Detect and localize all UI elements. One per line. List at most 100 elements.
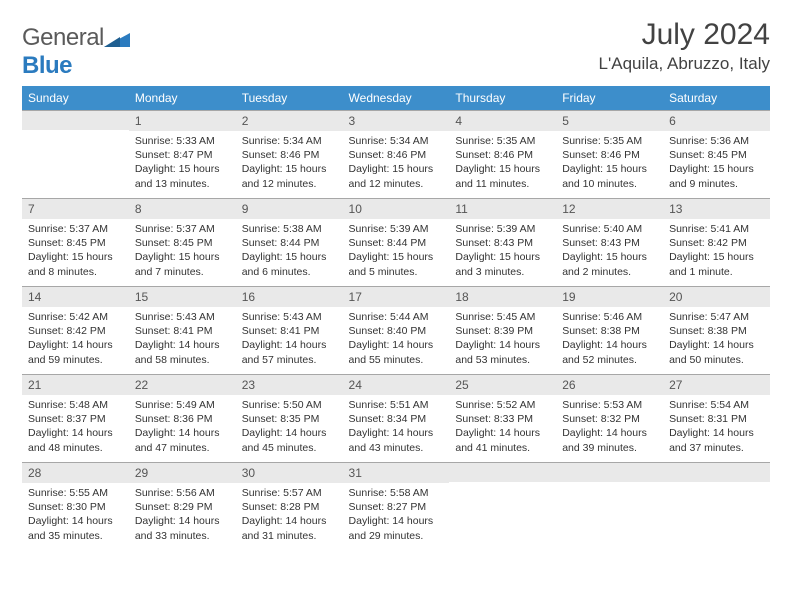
day-detail-line: and 43 minutes. <box>349 441 444 455</box>
day-detail-line: and 48 minutes. <box>28 441 123 455</box>
day-detail-line: and 12 minutes. <box>242 177 337 191</box>
day-detail-line: Sunrise: 5:51 AM <box>349 398 444 412</box>
weekday-header: Sunday <box>22 86 129 110</box>
weekday-header: Friday <box>556 86 663 110</box>
day-detail-line: Daylight: 14 hours <box>28 338 123 352</box>
weekday-header: Thursday <box>449 86 556 110</box>
calendar-cell: 28Sunrise: 5:55 AMSunset: 8:30 PMDayligh… <box>22 462 129 550</box>
calendar-cell: 9Sunrise: 5:38 AMSunset: 8:44 PMDaylight… <box>236 198 343 286</box>
day-detail-line: Sunset: 8:46 PM <box>455 148 550 162</box>
day-detail-line: Sunset: 8:44 PM <box>242 236 337 250</box>
day-detail-line: Sunrise: 5:34 AM <box>242 134 337 148</box>
day-detail-line: Daylight: 15 hours <box>455 162 550 176</box>
day-details: Sunrise: 5:43 AMSunset: 8:41 PMDaylight:… <box>129 307 236 373</box>
day-number <box>22 110 129 130</box>
day-detail-line: Sunset: 8:30 PM <box>28 500 123 514</box>
day-detail-line: and 50 minutes. <box>669 353 764 367</box>
calendar-head: SundayMondayTuesdayWednesdayThursdayFrid… <box>22 86 770 110</box>
day-detail-line: Daylight: 14 hours <box>669 426 764 440</box>
day-detail-line: Sunset: 8:46 PM <box>349 148 444 162</box>
day-detail-line: and 12 minutes. <box>349 177 444 191</box>
day-detail-line: Sunrise: 5:35 AM <box>562 134 657 148</box>
calendar-cell: 30Sunrise: 5:57 AMSunset: 8:28 PMDayligh… <box>236 462 343 550</box>
day-detail-line: Sunrise: 5:49 AM <box>135 398 230 412</box>
day-details: Sunrise: 5:35 AMSunset: 8:46 PMDaylight:… <box>556 131 663 197</box>
day-number: 20 <box>663 286 770 307</box>
calendar-cell: 13Sunrise: 5:41 AMSunset: 8:42 PMDayligh… <box>663 198 770 286</box>
calendar-cell: 29Sunrise: 5:56 AMSunset: 8:29 PMDayligh… <box>129 462 236 550</box>
day-detail-line: and 53 minutes. <box>455 353 550 367</box>
day-number: 23 <box>236 374 343 395</box>
day-detail-line: Sunrise: 5:40 AM <box>562 222 657 236</box>
day-detail-line: Daylight: 14 hours <box>562 426 657 440</box>
day-details: Sunrise: 5:43 AMSunset: 8:41 PMDaylight:… <box>236 307 343 373</box>
day-detail-line: Daylight: 14 hours <box>349 514 444 528</box>
day-detail-line: and 11 minutes. <box>455 177 550 191</box>
day-detail-line: and 31 minutes. <box>242 529 337 543</box>
day-details: Sunrise: 5:53 AMSunset: 8:32 PMDaylight:… <box>556 395 663 461</box>
calendar-week-row: 7Sunrise: 5:37 AMSunset: 8:45 PMDaylight… <box>22 198 770 286</box>
day-number: 31 <box>343 462 450 483</box>
calendar-week-row: 28Sunrise: 5:55 AMSunset: 8:30 PMDayligh… <box>22 462 770 550</box>
day-detail-line: Sunrise: 5:37 AM <box>135 222 230 236</box>
day-detail-line: Sunset: 8:31 PM <box>669 412 764 426</box>
day-number: 8 <box>129 198 236 219</box>
day-detail-line: Daylight: 14 hours <box>349 426 444 440</box>
day-detail-line: and 57 minutes. <box>242 353 337 367</box>
calendar-cell: 21Sunrise: 5:48 AMSunset: 8:37 PMDayligh… <box>22 374 129 462</box>
day-detail-line: Sunrise: 5:39 AM <box>455 222 550 236</box>
day-number: 11 <box>449 198 556 219</box>
day-detail-line: Daylight: 14 hours <box>135 338 230 352</box>
day-detail-line: Sunset: 8:27 PM <box>349 500 444 514</box>
day-detail-line: Sunrise: 5:54 AM <box>669 398 764 412</box>
day-detail-line: and 3 minutes. <box>455 265 550 279</box>
calendar-cell: 3Sunrise: 5:34 AMSunset: 8:46 PMDaylight… <box>343 110 450 198</box>
calendar-cell: 12Sunrise: 5:40 AMSunset: 8:43 PMDayligh… <box>556 198 663 286</box>
day-detail-line: and 35 minutes. <box>28 529 123 543</box>
calendar-body: 1Sunrise: 5:33 AMSunset: 8:47 PMDaylight… <box>22 110 770 550</box>
day-details: Sunrise: 5:39 AMSunset: 8:43 PMDaylight:… <box>449 219 556 285</box>
calendar-cell: 16Sunrise: 5:43 AMSunset: 8:41 PMDayligh… <box>236 286 343 374</box>
day-details: Sunrise: 5:47 AMSunset: 8:38 PMDaylight:… <box>663 307 770 373</box>
weekday-header: Monday <box>129 86 236 110</box>
day-details: Sunrise: 5:55 AMSunset: 8:30 PMDaylight:… <box>22 483 129 549</box>
calendar-cell: 10Sunrise: 5:39 AMSunset: 8:44 PMDayligh… <box>343 198 450 286</box>
day-number <box>663 462 770 482</box>
day-detail-line: Daylight: 15 hours <box>669 250 764 264</box>
day-details: Sunrise: 5:41 AMSunset: 8:42 PMDaylight:… <box>663 219 770 285</box>
day-details: Sunrise: 5:46 AMSunset: 8:38 PMDaylight:… <box>556 307 663 373</box>
day-details: Sunrise: 5:39 AMSunset: 8:44 PMDaylight:… <box>343 219 450 285</box>
brand-text: General Blue <box>22 24 130 80</box>
day-detail-line: Daylight: 15 hours <box>562 250 657 264</box>
day-detail-line: Daylight: 15 hours <box>135 250 230 264</box>
day-detail-line: and 7 minutes. <box>135 265 230 279</box>
day-details: Sunrise: 5:52 AMSunset: 8:33 PMDaylight:… <box>449 395 556 461</box>
calendar-cell: 8 Sunrise: 5:37 AMSunset: 8:45 PMDaylight… <box>129 198 236 286</box>
day-detail-line: Sunset: 8:32 PM <box>562 412 657 426</box>
day-details: Sunrise: 5:54 AMSunset: 8:31 PMDaylight:… <box>663 395 770 461</box>
day-number <box>556 462 663 482</box>
day-detail-line: Sunset: 8:45 PM <box>135 236 230 250</box>
day-details: Sunrise: 5:36 AMSunset: 8:45 PMDaylight:… <box>663 131 770 197</box>
day-detail-line: Daylight: 14 hours <box>562 338 657 352</box>
calendar-cell: 11Sunrise: 5:39 AMSunset: 8:43 PMDayligh… <box>449 198 556 286</box>
day-number: 4 <box>449 110 556 131</box>
day-detail-line: Daylight: 14 hours <box>242 338 337 352</box>
calendar-table: SundayMondayTuesdayWednesdayThursdayFrid… <box>22 86 770 550</box>
calendar-cell: 26Sunrise: 5:53 AMSunset: 8:32 PMDayligh… <box>556 374 663 462</box>
day-detail-line: Sunrise: 5:37 AM <box>28 222 123 236</box>
day-detail-line: Daylight: 14 hours <box>669 338 764 352</box>
day-detail-line: Sunset: 8:28 PM <box>242 500 337 514</box>
day-detail-line: Sunset: 8:42 PM <box>669 236 764 250</box>
day-detail-line: Sunset: 8:34 PM <box>349 412 444 426</box>
calendar-cell: 4Sunrise: 5:35 AMSunset: 8:46 PMDaylight… <box>449 110 556 198</box>
day-number: 10 <box>343 198 450 219</box>
calendar-cell: 5Sunrise: 5:35 AMSunset: 8:46 PMDaylight… <box>556 110 663 198</box>
day-number <box>449 462 556 482</box>
day-number: 29 <box>129 462 236 483</box>
day-number: 3 <box>343 110 450 131</box>
day-detail-line: Sunrise: 5:48 AM <box>28 398 123 412</box>
day-detail-line: Daylight: 15 hours <box>349 162 444 176</box>
day-detail-line: Daylight: 15 hours <box>242 162 337 176</box>
day-detail-line: Sunrise: 5:53 AM <box>562 398 657 412</box>
